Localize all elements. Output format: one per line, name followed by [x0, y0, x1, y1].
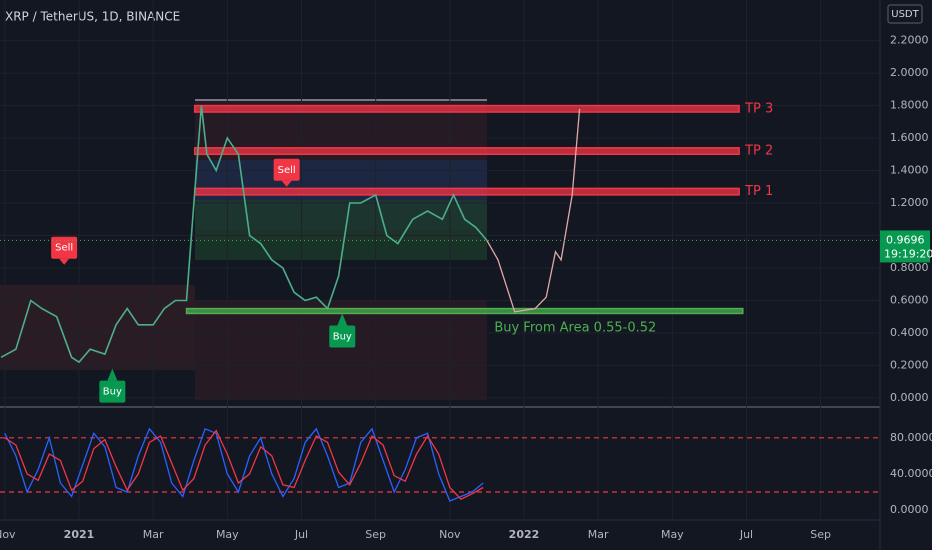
signal-pointer — [59, 258, 70, 265]
y-tick-label: 40.0000 — [890, 467, 932, 480]
signal-pointer — [281, 180, 292, 187]
y-tick-label: 2.2000 — [890, 34, 929, 47]
zone — [193, 147, 740, 156]
range-shade — [195, 200, 487, 260]
signal-badge — [329, 325, 356, 348]
x-tick-label: Sep — [810, 528, 831, 541]
y-tick-label: 0.2000 — [890, 358, 929, 371]
range-shade — [195, 300, 487, 400]
x-tick-label: Jul — [739, 528, 753, 541]
zone-label: TP 1 — [744, 184, 773, 199]
y-tick-label: 80.0000 — [890, 431, 932, 444]
y-tick-label: 0.0000 — [890, 503, 929, 516]
x-tick-label: Sep — [365, 528, 386, 541]
zone — [185, 307, 744, 315]
zone-label: TP 3 — [744, 101, 773, 116]
countdown-label: 19:19:20 — [884, 247, 932, 260]
signal: Buy — [329, 313, 356, 348]
x-tick-label: Jul — [294, 528, 308, 541]
y-tick-label: 2.0000 — [890, 66, 929, 79]
range-shade — [0, 285, 195, 370]
y-tick-label: 1.2000 — [890, 196, 929, 209]
signal-badge — [51, 236, 78, 259]
signal-badge — [99, 380, 126, 403]
zone-label: TP 2 — [744, 144, 773, 159]
last-price-label: 0.9696 — [886, 233, 925, 246]
y-tick-label: 0.8000 — [890, 261, 929, 274]
currency-label[interactable]: USDT — [891, 9, 919, 20]
x-tick-label: Nov — [0, 528, 16, 541]
y-tick-label: 1.4000 — [890, 164, 929, 177]
series-line — [0, 105, 488, 364]
annotation: Buy From Area 0.55-0.52 — [494, 321, 656, 336]
signal-label: Sell — [278, 165, 296, 176]
signal: Sell — [51, 236, 78, 265]
series-line — [486, 108, 581, 313]
x-tick-label: May — [216, 528, 239, 541]
indicator-shading — [0, 99, 487, 400]
x-tick-label: Nov — [439, 528, 461, 541]
y-tick-label: 0.4000 — [890, 326, 929, 339]
signal-pointer — [337, 313, 348, 326]
x-tick-label: May — [661, 528, 684, 541]
signal-label: Buy — [333, 331, 352, 342]
signal-label: Buy — [103, 387, 122, 398]
x-tick-label: Mar — [143, 528, 164, 541]
last-price-box — [880, 230, 930, 263]
y-tick-label: 0.6000 — [890, 293, 929, 306]
chart-title: XRP / TetherUS, 1D, BINANCE — [5, 10, 180, 24]
y-tick-label: 1.6000 — [890, 131, 929, 144]
signal-label: Sell — [55, 243, 73, 254]
x-tick-label: 2021 — [64, 528, 95, 541]
y-tick-label: 0.0000 — [890, 391, 929, 404]
x-tick-label: 2022 — [509, 528, 540, 541]
signal: Buy — [99, 368, 126, 403]
x-tick-label: Mar — [588, 528, 609, 541]
zone — [193, 104, 740, 113]
series-line — [4, 429, 484, 500]
zone — [193, 187, 740, 196]
series-line — [4, 427, 484, 502]
signal-pointer — [107, 368, 118, 381]
signal-badge — [273, 158, 300, 181]
currency-box[interactable] — [887, 4, 923, 24]
y-tick-label: 1.8000 — [890, 99, 929, 112]
signal: Sell — [273, 158, 300, 187]
